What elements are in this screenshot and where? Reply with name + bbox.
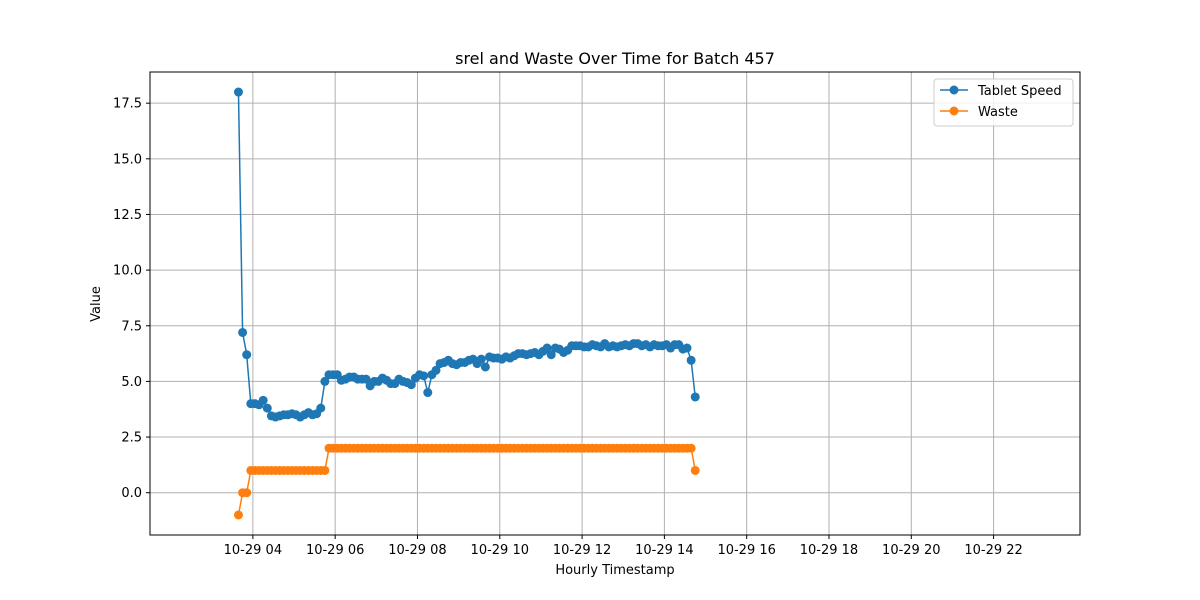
series-tablet-speed: [233, 87, 700, 422]
y-tick-label: 5.0: [121, 375, 142, 390]
legend-marker-tablet-speed: [949, 85, 959, 95]
data-point-tablet-speed: [258, 395, 268, 405]
grid: [150, 72, 1080, 535]
y-axis-ticks: 0.0 2.5 5.0 7.5 10.0 12.5 15.0 17.5: [113, 97, 150, 501]
x-tick-label: 10-29 06: [306, 543, 364, 558]
legend-label-waste: Waste: [978, 105, 1018, 120]
data-point-tablet-speed: [476, 354, 486, 364]
data-point-tablet-speed: [419, 371, 429, 381]
x-tick-label: 10-29 16: [717, 543, 775, 558]
data-point-tablet-speed: [316, 403, 326, 413]
data-point-tablet-speed: [262, 403, 272, 413]
data-point-tablet-speed: [423, 388, 433, 398]
y-tick-label: 12.5: [113, 208, 142, 223]
chart-title: srel and Waste Over Time for Batch 457: [455, 49, 775, 68]
data-point-tablet-speed: [431, 365, 441, 375]
legend-box: [933, 78, 1074, 127]
legend: Tablet Speed Waste: [933, 78, 1074, 127]
x-tick-label: 10-29 12: [553, 543, 611, 558]
series-layer: [233, 87, 700, 520]
y-tick-label: 7.5: [121, 319, 142, 334]
data-point-tablet-speed: [361, 374, 371, 384]
data-point-tablet-speed: [542, 343, 552, 353]
data-point-waste: [233, 510, 243, 520]
x-tick-label: 10-29 22: [964, 543, 1022, 558]
x-tick-label: 10-29 14: [635, 543, 693, 558]
data-point-waste: [686, 443, 696, 453]
y-tick-label: 17.5: [113, 97, 142, 112]
data-point-tablet-speed: [242, 350, 252, 360]
x-axis-ticks: 10-29 04 10-29 06 10-29 08 10-29 10 10-29 12…: [224, 535, 1023, 558]
x-tick-label: 10-29 10: [471, 543, 529, 558]
x-axis-label: Hourly Timestamp: [555, 563, 674, 578]
data-point-tablet-speed: [233, 87, 243, 97]
data-point-tablet-speed: [320, 376, 330, 386]
data-point-tablet-speed: [480, 362, 490, 372]
data-point-tablet-speed: [682, 343, 692, 353]
x-tick-label: 10-29 04: [224, 543, 282, 558]
legend-label-tablet-speed: Tablet Speed: [977, 84, 1062, 99]
y-tick-label: 0.0: [121, 486, 142, 501]
data-point-waste: [242, 488, 252, 498]
data-point-waste: [320, 465, 330, 475]
data-point-tablet-speed: [546, 350, 556, 360]
legend-marker-waste: [949, 106, 959, 116]
x-tick-label: 10-29 08: [388, 543, 446, 558]
x-tick-label: 10-29 18: [800, 543, 858, 558]
data-point-waste: [690, 465, 700, 475]
data-point-tablet-speed: [686, 355, 696, 365]
x-tick-label: 10-29 20: [882, 543, 940, 558]
y-tick-label: 2.5: [121, 431, 142, 446]
data-point-tablet-speed: [406, 380, 416, 390]
data-point-tablet-speed: [238, 327, 248, 337]
series-waste: [233, 443, 700, 520]
y-axis-label: Value: [89, 286, 104, 322]
y-tick-label: 10.0: [113, 264, 142, 279]
plot-frame: [149, 71, 1081, 536]
y-tick-label: 15.0: [113, 152, 142, 167]
data-point-tablet-speed: [690, 392, 700, 402]
